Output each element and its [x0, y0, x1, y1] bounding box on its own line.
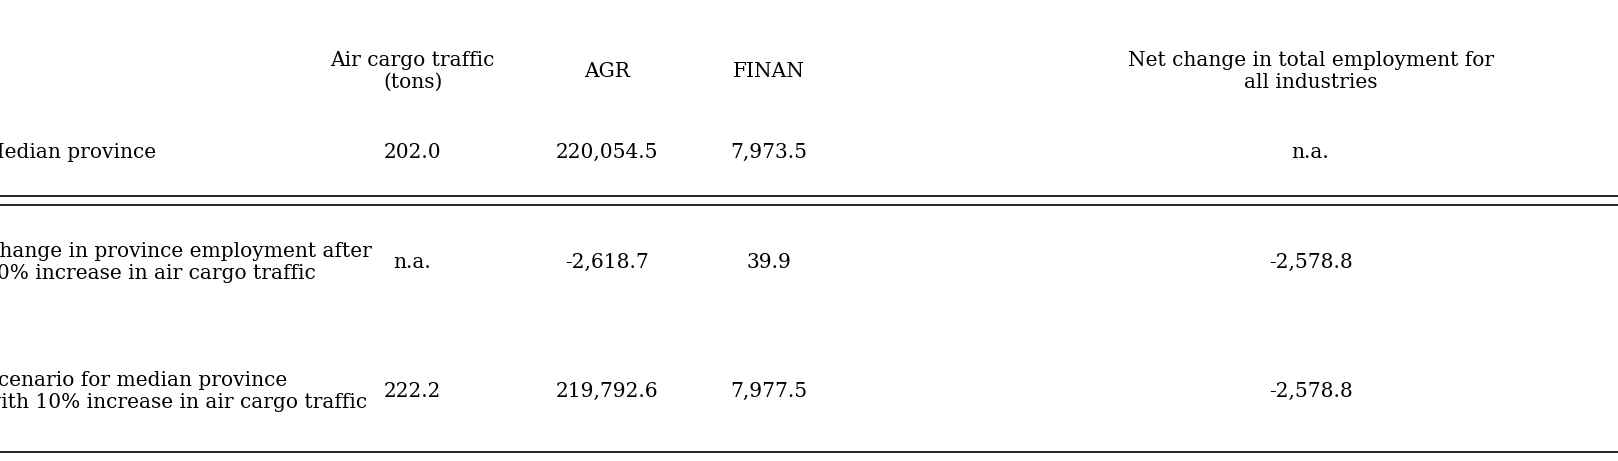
Text: 39.9: 39.9 — [746, 253, 791, 272]
Text: 220,054.5: 220,054.5 — [555, 142, 659, 162]
Text: -2,618.7: -2,618.7 — [565, 253, 649, 272]
Text: n.a.: n.a. — [393, 253, 432, 272]
Text: Air cargo traffic
(tons): Air cargo traffic (tons) — [330, 51, 495, 92]
Text: Net change in total employment for
all industries: Net change in total employment for all i… — [1128, 51, 1493, 92]
Text: -2,578.8: -2,578.8 — [1269, 382, 1353, 402]
Text: 202.0: 202.0 — [383, 142, 442, 162]
Text: 7,977.5: 7,977.5 — [730, 382, 807, 402]
Text: FINAN: FINAN — [733, 62, 804, 81]
Text: Change in province employment after
10% increase in air cargo traffic: Change in province employment after 10% … — [0, 242, 372, 283]
Text: Scenario for median province
with 10% increase in air cargo traffic: Scenario for median province with 10% in… — [0, 372, 367, 412]
Text: -2,578.8: -2,578.8 — [1269, 253, 1353, 272]
Text: Median province: Median province — [0, 142, 155, 162]
Text: AGR: AGR — [584, 62, 629, 81]
Text: n.a.: n.a. — [1291, 142, 1330, 162]
Text: 222.2: 222.2 — [383, 382, 442, 402]
Text: 219,792.6: 219,792.6 — [555, 382, 659, 402]
Text: 7,973.5: 7,973.5 — [730, 142, 807, 162]
